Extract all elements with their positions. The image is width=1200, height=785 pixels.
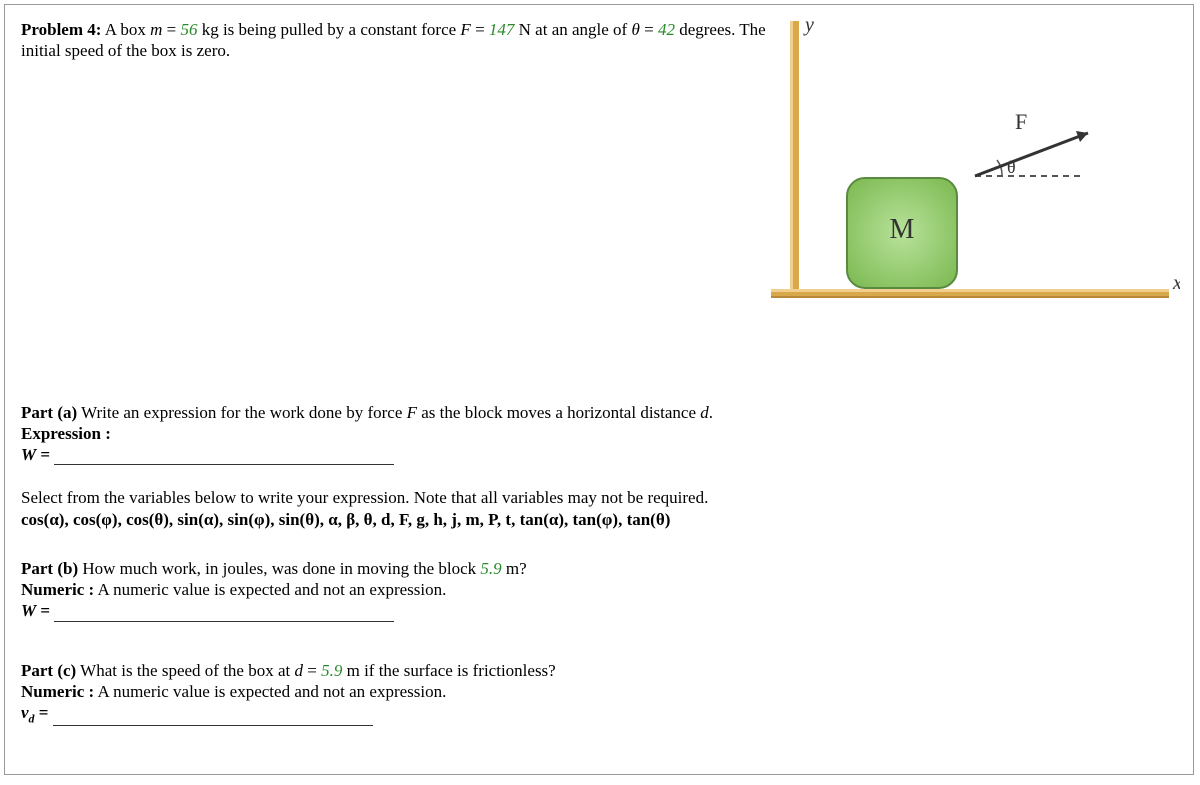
part-c-label: Part (c) (21, 661, 76, 680)
text: m? (502, 559, 527, 578)
W-label: W (21, 601, 36, 620)
select-text: Select from the variables below to write… (21, 487, 1177, 508)
var-m: m (150, 20, 162, 39)
v-label: v (21, 703, 29, 722)
problem-statement: Problem 4: A box m = 56 kg is being pull… (21, 19, 766, 62)
expression-label-row: Expression : (21, 423, 1177, 444)
text: = (471, 20, 489, 39)
part-a-label: Part (a) (21, 403, 77, 422)
text: N at an angle of (514, 20, 631, 39)
part-c-answer-row: vd = (21, 702, 1177, 726)
y-axis-label: y (803, 14, 814, 36)
y-axis-highlight (790, 21, 793, 296)
part-b-label: Part (b) (21, 559, 78, 578)
text: = (640, 20, 658, 39)
text: What is the speed of the box at (76, 661, 294, 680)
v-sub: d (29, 711, 35, 725)
physics-figure: y x M θ F (750, 11, 1180, 331)
answer-blank[interactable] (53, 709, 373, 726)
text: How much work, in joules, was done in mo… (78, 559, 480, 578)
page-container: Problem 4: A box m = 56 kg is being pull… (4, 4, 1194, 775)
variables-list: cos(α), cos(φ), cos(θ), sin(α), sin(φ), … (21, 509, 1177, 530)
text: as the block moves a horizontal distance (417, 403, 700, 422)
part-b-prompt: Part (b) How much work, in joules, was d… (21, 558, 1177, 579)
part-c-prompt: Part (c) What is the speed of the box at… (21, 660, 1177, 681)
answer-blank[interactable] (54, 605, 394, 622)
problem-label: Problem 4: (21, 20, 101, 39)
numeric-label: Numeric : (21, 682, 94, 701)
var-theta: θ (631, 20, 639, 39)
text: m if the surface is frictionless? (342, 661, 555, 680)
var-d: d (295, 661, 304, 680)
numeric-text: A numeric value is expected and not an e… (94, 682, 446, 701)
value-d: 5.9 (321, 661, 342, 680)
text: . (709, 403, 713, 422)
numeric-row: Numeric : A numeric value is expected an… (21, 681, 1177, 702)
var-F: F (407, 403, 417, 422)
var-d: d (700, 403, 709, 422)
expression-label: Expression : (21, 424, 111, 443)
part-a-answer-row: W = (21, 444, 1177, 465)
part-a: Part (a) Write an expression for the wor… (21, 402, 1177, 530)
x-axis-highlight (771, 289, 1169, 292)
text: = (303, 661, 321, 680)
numeric-text: A numeric value is expected and not an e… (94, 580, 446, 599)
force-label: F (1015, 109, 1027, 134)
text: A box (101, 20, 150, 39)
part-a-prompt: Part (a) Write an expression for the wor… (21, 402, 1177, 423)
part-b: Part (b) How much work, in joules, was d… (21, 558, 1177, 622)
value-m: 56 (180, 20, 197, 39)
x-axis-label: x (1172, 272, 1180, 294)
x-axis-shadow (771, 296, 1169, 298)
text: kg is being pulled by a constant force (197, 20, 460, 39)
text: = (162, 20, 180, 39)
value-theta: 42 (658, 20, 675, 39)
box-m-label: M (890, 214, 915, 245)
force-line (975, 133, 1088, 176)
part-b-answer-row: W = (21, 600, 1177, 621)
numeric-label: Numeric : (21, 580, 94, 599)
W-label: W (21, 445, 36, 464)
part-c: Part (c) What is the speed of the box at… (21, 660, 1177, 727)
value-d: 5.9 (480, 559, 501, 578)
value-F: 147 (489, 20, 515, 39)
numeric-row: Numeric : A numeric value is expected an… (21, 579, 1177, 600)
answer-blank[interactable] (54, 448, 394, 465)
var-F: F (460, 20, 470, 39)
text: Write an expression for the work done by… (77, 403, 406, 422)
